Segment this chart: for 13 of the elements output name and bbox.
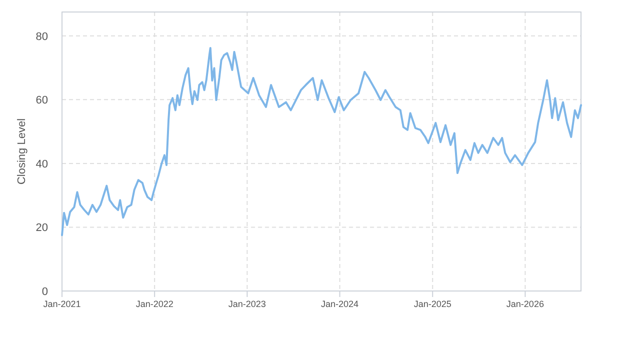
x-tick-label: Jan-2025 — [414, 299, 452, 309]
y-tick-label: 40 — [36, 158, 48, 170]
x-tick-label: Jan-2024 — [321, 299, 359, 309]
x-tick-label: Jan-2021 — [43, 299, 81, 309]
y-tick-label: 80 — [36, 30, 48, 43]
x-tick-label: Jan-2026 — [506, 299, 544, 309]
x-tick-label: Jan-2022 — [136, 299, 174, 309]
y-tick-label: 0 — [42, 286, 48, 298]
y-axis-title: Closing Level — [16, 118, 28, 185]
line-series — [61, 47, 582, 236]
x-tick-label: Jan-2023 — [228, 299, 266, 309]
y-tick-label: 20 — [36, 222, 48, 234]
y-tick-label: 60 — [36, 94, 48, 107]
